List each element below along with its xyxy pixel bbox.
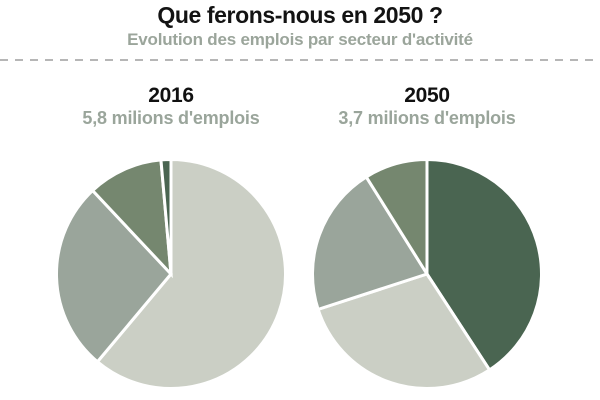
pie-chart-2050 <box>310 157 544 391</box>
chart-year-label: 2050 <box>404 84 450 107</box>
chart-column-2016: 2016 5,8 milions d'emplois <box>54 84 288 130</box>
pie-slice <box>95 157 287 390</box>
chart-column-2050: 2050 3,7 milions d'emplois <box>310 84 544 130</box>
pie-slice <box>311 174 430 312</box>
page-title: Que ferons-nous en 2050 ? <box>157 2 443 28</box>
pie-slice <box>159 157 173 275</box>
chart-value-label: 5,8 milions d'emplois <box>82 108 260 129</box>
pie-chart-2016 <box>54 157 288 391</box>
pie-svg-2050 <box>311 157 543 390</box>
pie-slice <box>364 157 429 280</box>
pie-slice <box>316 272 492 390</box>
page-subtitle: Evolution des emplois par secteur d'acti… <box>127 30 473 50</box>
chart-value-label: 3,7 milions d'emplois <box>338 108 516 129</box>
header: Que ferons-nous en 2050 ? Evolution des … <box>0 2 600 51</box>
pie-svg-2016 <box>55 157 287 390</box>
chart-year-label: 2016 <box>148 84 194 107</box>
pie-slice <box>55 188 174 364</box>
dashed-divider <box>0 59 600 61</box>
